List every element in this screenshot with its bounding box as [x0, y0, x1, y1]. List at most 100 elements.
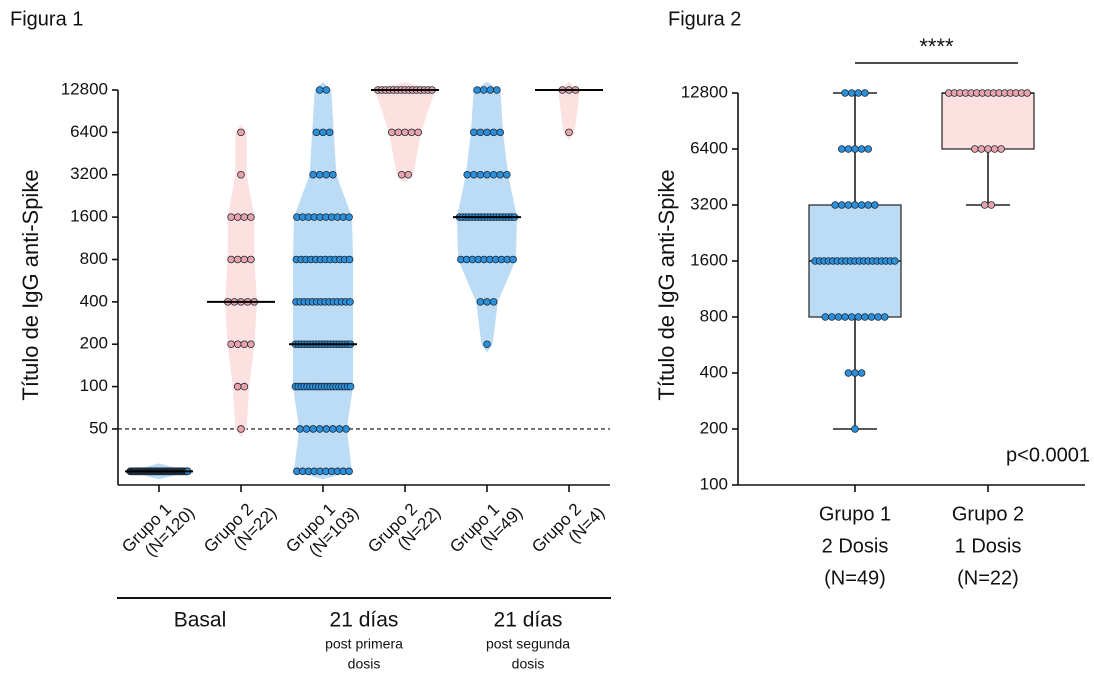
data-point	[890, 257, 899, 265]
y-tick-label: 400	[700, 362, 728, 381]
category-label: Grupo 1(N=120)	[118, 500, 198, 561]
data-point	[315, 425, 324, 433]
data-point	[247, 213, 255, 221]
data-point	[1023, 89, 1031, 97]
group-label: 21 días	[330, 609, 399, 632]
data-point	[502, 170, 511, 179]
data-point	[851, 201, 859, 209]
category-label: Grupo 1(N=103)	[282, 500, 362, 561]
y-tick-label: 6400	[70, 122, 108, 141]
data-point	[854, 89, 863, 97]
data-point	[851, 425, 859, 433]
data-point	[486, 86, 495, 94]
data-point	[867, 313, 876, 321]
data-point	[397, 170, 406, 179]
group-sublabel: dosis	[348, 656, 381, 672]
x-tick-label: 2 Dosis	[822, 535, 889, 557]
y-axis-title: Título de IgG anti-Spike	[654, 169, 679, 400]
data-point	[489, 298, 498, 306]
data-point	[335, 425, 344, 433]
data-point	[227, 255, 235, 264]
violin	[293, 82, 353, 480]
data-point	[233, 213, 242, 221]
y-tick-label: 50	[89, 418, 108, 437]
data-point	[469, 128, 478, 137]
data-point	[864, 145, 872, 153]
data-point	[345, 467, 353, 476]
data-point	[861, 313, 869, 321]
y-tick-label: 12800	[681, 82, 728, 101]
data-point	[240, 340, 249, 349]
data-point	[847, 313, 856, 321]
data-point	[346, 298, 354, 306]
x-tick-label: 1 Dosis	[955, 535, 1022, 557]
group-sublabel: post primera	[325, 636, 403, 652]
data-point	[473, 86, 481, 94]
data-point	[844, 201, 853, 209]
data-point	[483, 170, 491, 179]
data-point	[237, 128, 245, 137]
data-point	[325, 128, 334, 137]
data-point	[851, 369, 859, 377]
data-point	[233, 255, 242, 264]
data-point	[322, 86, 331, 94]
data-point	[847, 89, 856, 97]
data-point	[851, 145, 859, 153]
data-point	[309, 425, 317, 433]
category-label: Grupo 1(N=49)	[446, 500, 526, 557]
data-point	[496, 128, 505, 137]
group-label: 21 días	[494, 609, 563, 632]
data-point	[387, 128, 396, 137]
data-point	[874, 313, 882, 321]
data-point	[476, 298, 485, 306]
data-point	[844, 145, 853, 153]
data-point	[476, 170, 485, 179]
violin	[558, 82, 580, 141]
data-point	[309, 170, 317, 179]
y-tick-label: 12800	[61, 79, 108, 98]
data-point	[857, 201, 866, 209]
y-tick-label: 800	[80, 249, 108, 268]
data-point	[401, 128, 409, 137]
data-point	[880, 313, 889, 321]
chart-title: Figura 2	[668, 8, 741, 30]
data-point	[483, 128, 491, 137]
data-point	[483, 340, 491, 349]
data-point	[821, 313, 830, 321]
data-point	[864, 201, 872, 209]
data-point	[837, 145, 846, 153]
data-point	[233, 382, 242, 391]
annotation: p<0.0001	[1006, 444, 1090, 466]
data-point	[857, 369, 866, 377]
data-point	[841, 89, 849, 97]
data-point	[227, 213, 235, 221]
group-sublabel: post segunda	[486, 636, 570, 652]
data-point	[987, 201, 996, 209]
data-point	[342, 425, 350, 433]
data-point	[394, 128, 403, 137]
data-point	[493, 86, 501, 94]
data-point	[476, 128, 485, 137]
data-point	[296, 425, 304, 433]
data-point	[322, 425, 331, 433]
group-sublabel: dosis	[512, 656, 545, 672]
data-point	[315, 170, 324, 179]
data-point	[857, 145, 866, 153]
y-tick-label: 3200	[70, 164, 108, 183]
data-point	[870, 201, 879, 209]
y-axis-title: Título de IgG anti-Spike	[18, 169, 43, 400]
data-point	[837, 201, 846, 209]
data-point	[240, 255, 249, 264]
data-point	[240, 213, 249, 221]
data-point	[315, 86, 324, 94]
x-tick-label: (N=22)	[957, 567, 1019, 589]
y-tick-label: 100	[80, 376, 108, 395]
data-point	[345, 213, 353, 221]
data-point	[854, 313, 863, 321]
data-point	[984, 145, 992, 153]
data-point	[237, 170, 245, 179]
y-tick-label: 200	[80, 334, 108, 353]
group-label: Basal	[174, 609, 227, 632]
y-tick-label: 3200	[690, 194, 728, 213]
significance-label: ****	[919, 34, 954, 59]
